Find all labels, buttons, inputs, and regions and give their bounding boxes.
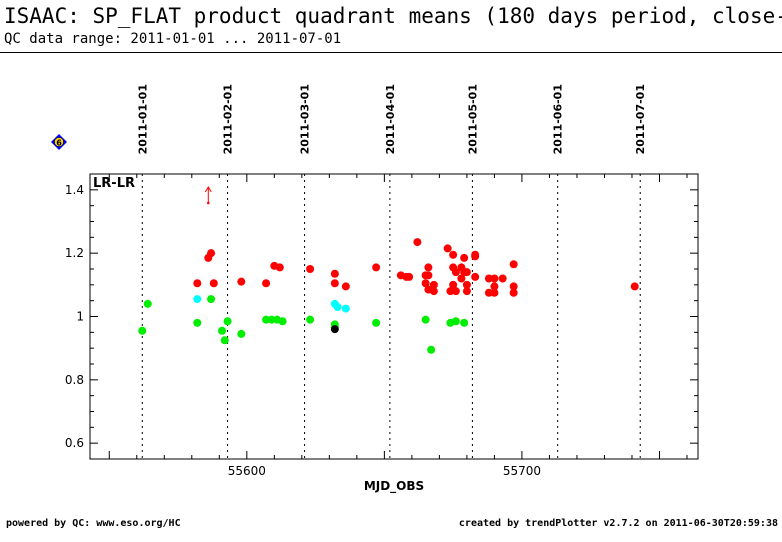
- data-point: [451, 268, 460, 277]
- data-point: [443, 244, 452, 253]
- data-point: [278, 317, 287, 326]
- date-marker-label: 2011-01-01: [136, 84, 149, 154]
- date-marker-label: 2011-02-01: [222, 84, 235, 154]
- data-point: [449, 250, 458, 259]
- data-point: [446, 287, 455, 296]
- out-of-range-arrow-icon: [204, 186, 212, 205]
- data-point: [471, 252, 480, 261]
- date-marker-label: 2011-04-01: [384, 84, 397, 154]
- data-point: [429, 280, 438, 289]
- data-point-layer: [138, 238, 639, 354]
- data-point: [484, 288, 493, 297]
- page-title: ISAAC: SP_FLAT product quadrant means (1…: [4, 4, 782, 28]
- data-point: [333, 303, 342, 311]
- data-point: [275, 263, 284, 272]
- data-point: [405, 272, 414, 281]
- data-point: [429, 287, 438, 296]
- data-point: [341, 282, 350, 291]
- data-point: [306, 315, 315, 324]
- plot-frame: [89, 173, 699, 460]
- date-marker-layer: 2011-01-01 2011-02-01 2011-03-01 2011-04-01…: [136, 84, 647, 459]
- y-tick-label: 1: [76, 310, 84, 324]
- data-point: [223, 317, 232, 326]
- data-point: [413, 238, 422, 247]
- data-point: [457, 274, 466, 283]
- data-point: [451, 287, 460, 296]
- data-point: [262, 279, 271, 288]
- data-point: [471, 272, 480, 281]
- date-marker-label: 2011-05-01: [466, 84, 479, 154]
- data-point: [509, 282, 518, 291]
- x-tick-label: 55600: [228, 464, 266, 478]
- data-point: [460, 253, 469, 262]
- data-point: [220, 336, 229, 345]
- data-point: [306, 265, 315, 273]
- scatter-chart: 2011-01-01 2011-02-01 2011-03-01 2011-04-01…: [51, 84, 699, 494]
- diamond-badge-icon: 6: [51, 134, 67, 150]
- date-marker-label: 2011-07-01: [634, 84, 647, 154]
- data-point: [372, 318, 381, 327]
- header-divider: [0, 52, 782, 53]
- data-point: [421, 279, 430, 288]
- x-tick-label: 55700: [503, 464, 541, 478]
- data-point: [462, 268, 471, 277]
- data-point: [143, 299, 152, 308]
- y-tick-label: 1.2: [65, 246, 84, 260]
- data-point: [509, 260, 518, 269]
- arrow-head: [204, 186, 212, 193]
- data-point: [237, 329, 246, 338]
- data-point: [490, 274, 499, 283]
- data-point: [372, 263, 381, 272]
- data-point: [449, 280, 458, 289]
- data-point: [630, 282, 639, 291]
- data-point: [498, 274, 507, 283]
- data-point: [424, 271, 433, 280]
- data-point: [341, 304, 350, 313]
- data-point: [207, 295, 216, 304]
- footer-created-by: created by trendPlotter v2.7.2 on 2011-0…: [458, 518, 778, 529]
- data-point: [462, 287, 471, 296]
- data-point: [460, 318, 469, 327]
- y-tick-label: 1.4: [65, 183, 84, 197]
- data-point: [451, 317, 460, 326]
- panel-label: LR-LR: [93, 176, 135, 191]
- footer-powered-by: powered by QC: www.eso.org/HC: [6, 518, 181, 529]
- data-point: [193, 279, 202, 288]
- arrow-base: [206, 201, 210, 205]
- date-marker-label: 2011-06-01: [552, 84, 565, 154]
- data-point: [193, 295, 202, 304]
- data-point: [237, 277, 246, 286]
- data-point: [509, 288, 518, 297]
- x-axis-label: MJD_OBS: [364, 479, 424, 494]
- data-point: [267, 315, 276, 324]
- data-point: [330, 269, 339, 278]
- data-point: [490, 282, 499, 291]
- data-point: [484, 274, 493, 283]
- data-point: [427, 345, 436, 354]
- data-point: [138, 326, 147, 335]
- data-point: [209, 279, 218, 288]
- axis-tick-layer: 55600 55700 0.6 0.8 1 1.2 1.4: [65, 173, 698, 478]
- page-subtitle: QC data range: 2011-01-01 ... 2011-07-01: [4, 31, 342, 47]
- data-point: [262, 315, 271, 324]
- data-point: [218, 326, 227, 335]
- data-point: [330, 325, 339, 334]
- badge-label: 6: [56, 139, 62, 148]
- data-point: [490, 288, 499, 297]
- y-tick-label: 0.8: [65, 373, 84, 387]
- data-point: [330, 279, 339, 288]
- data-point: [421, 315, 430, 324]
- badge-dot: [54, 137, 64, 147]
- data-point: [424, 263, 433, 272]
- data-point: [193, 318, 202, 327]
- data-point: [462, 280, 471, 289]
- data-point: [207, 249, 216, 258]
- date-marker-label: 2011-03-01: [299, 84, 312, 154]
- y-tick-label: 0.6: [65, 436, 84, 450]
